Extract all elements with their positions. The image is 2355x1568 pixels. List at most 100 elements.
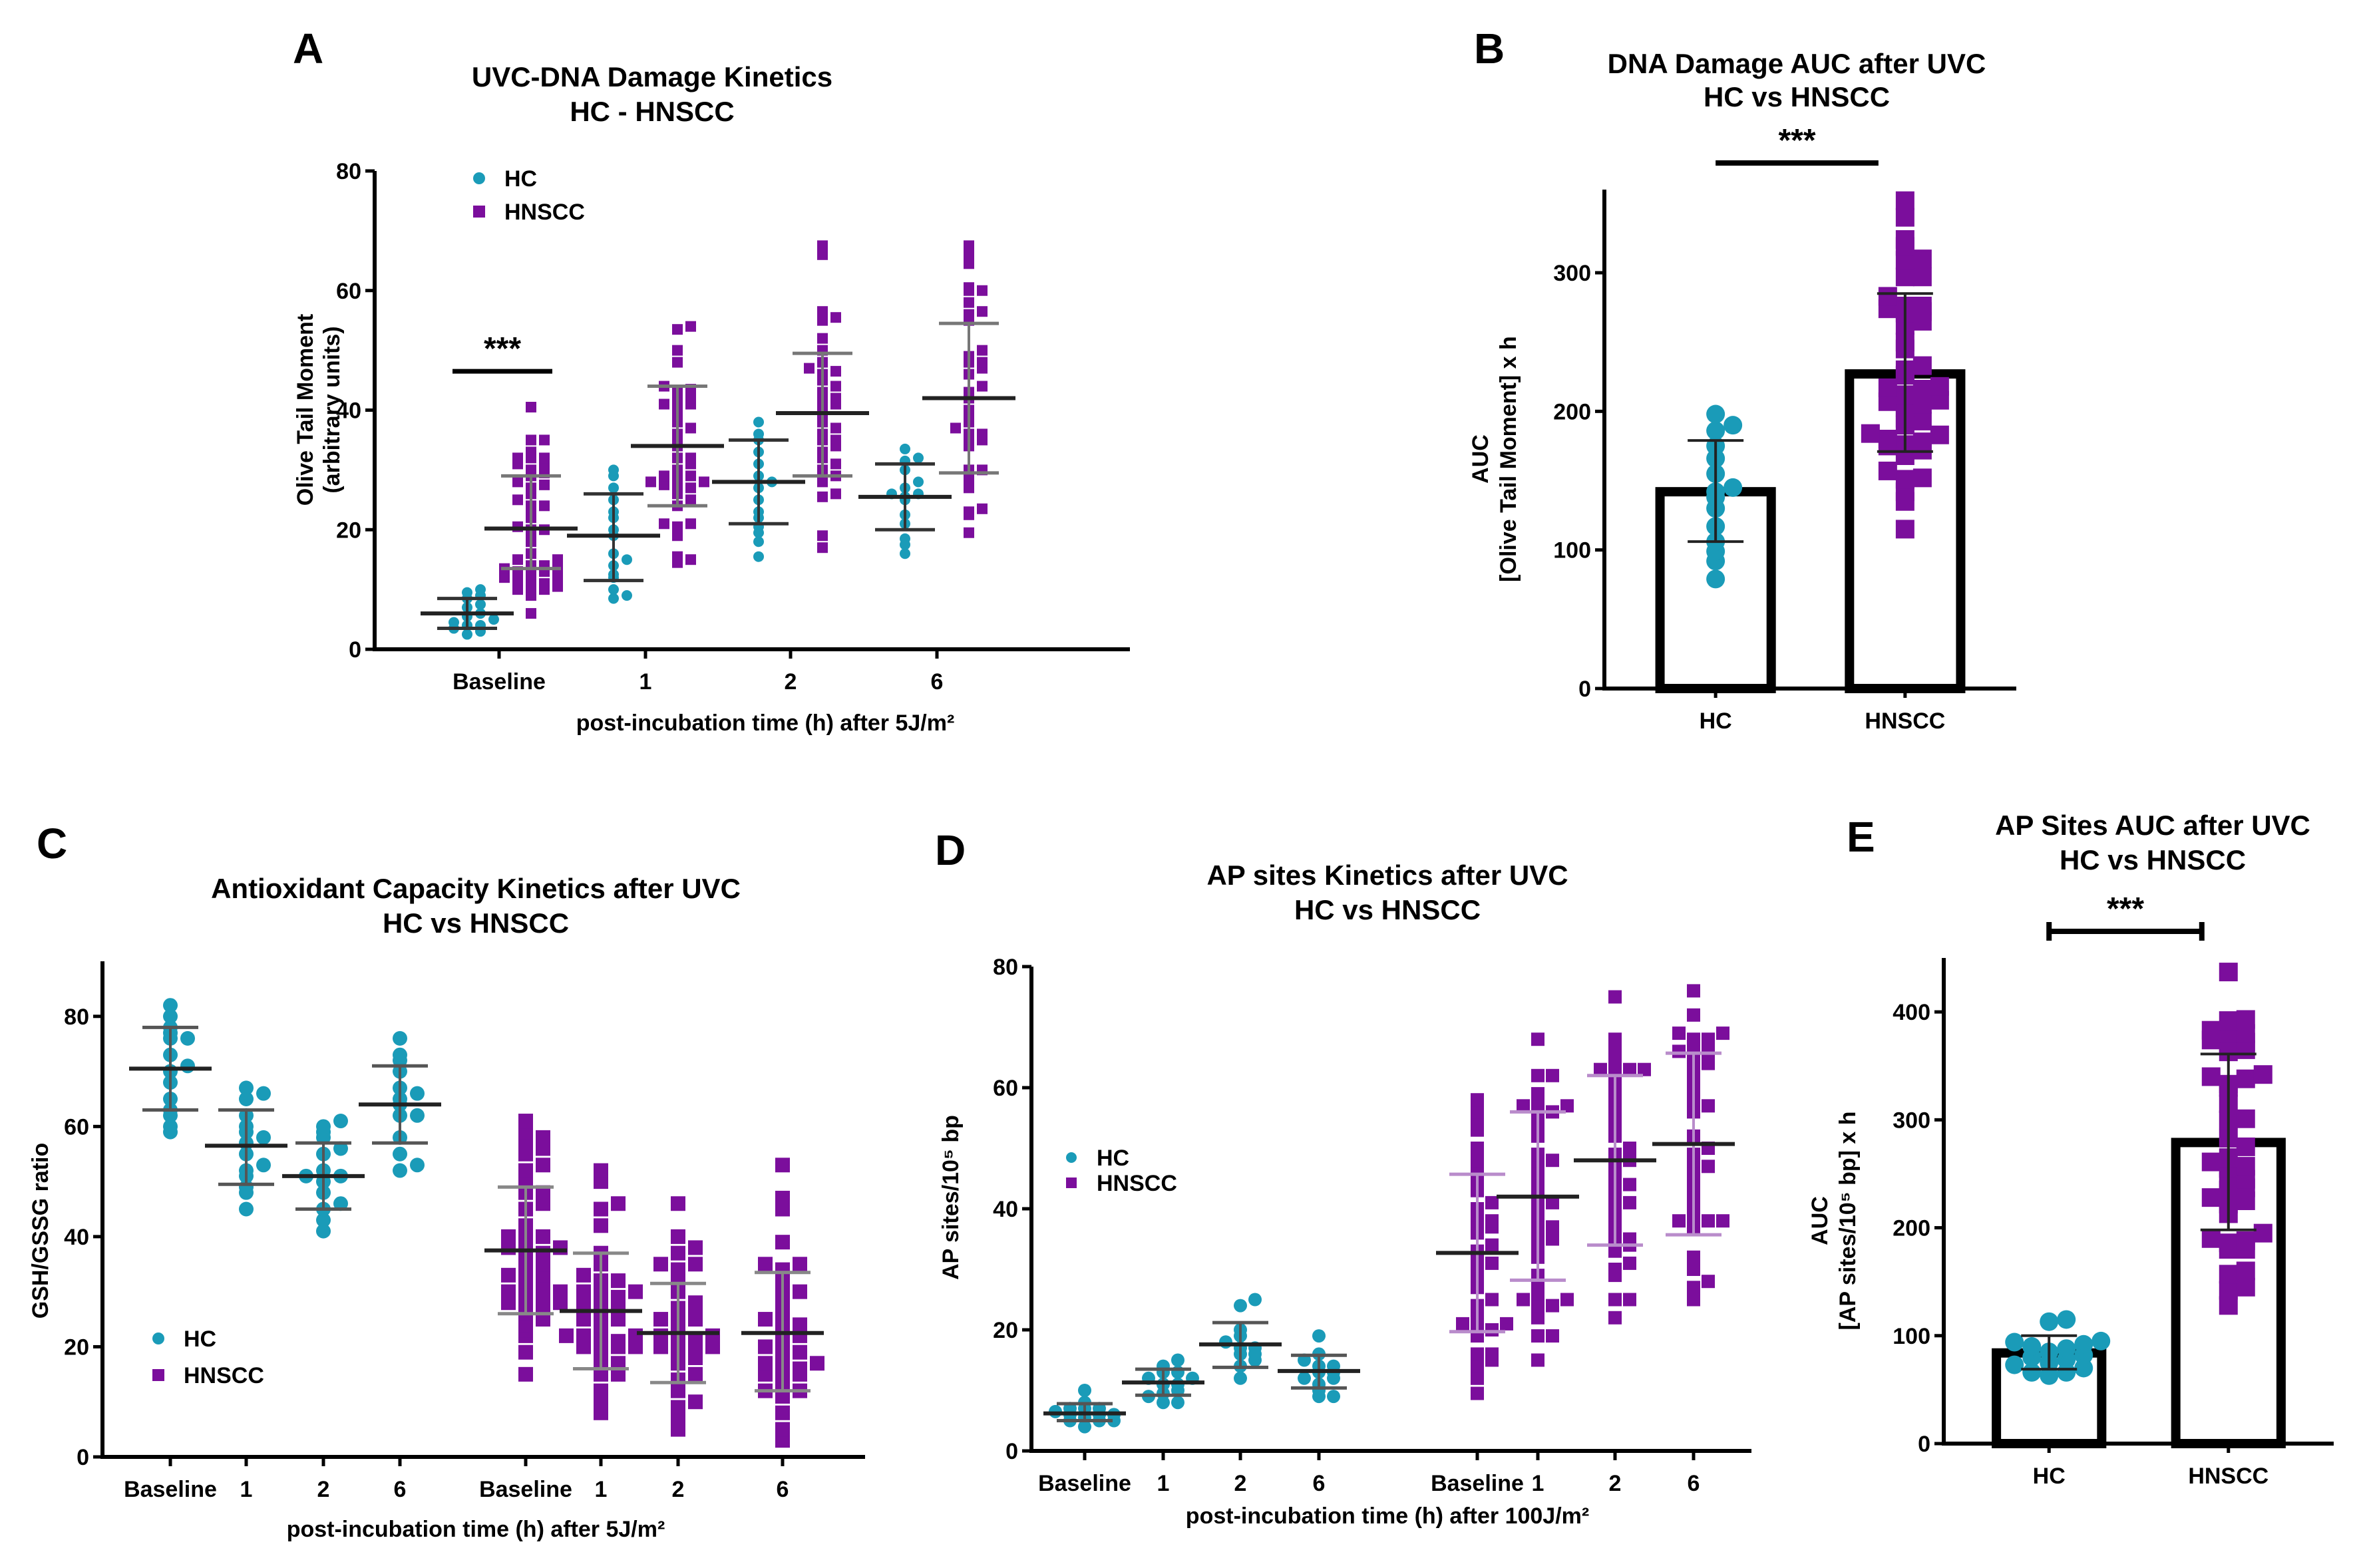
data-point-hc (1706, 404, 1725, 424)
x-tick-label: Baseline (453, 669, 546, 695)
data-point-hnscc (659, 518, 669, 530)
x-tick-label: 2 (1234, 1471, 1247, 1496)
data-point-hnscc (512, 575, 523, 586)
data-point-hnscc (671, 1422, 685, 1437)
data-point-hnscc (699, 476, 709, 488)
y-tick-label: 400 (1893, 1000, 1930, 1025)
data-point-hc (1078, 1384, 1091, 1397)
data-point-hc (900, 548, 910, 559)
data-point-hnscc (1531, 1287, 1544, 1301)
data-point-hnscc (671, 1262, 685, 1277)
panel-letter-a: A (293, 25, 323, 73)
data-point-hnscc (964, 473, 974, 484)
data-point-hc (393, 1163, 407, 1178)
y-tick-label: 300 (1893, 1108, 1930, 1133)
data-point-hnscc (611, 1356, 626, 1371)
x-tick-label: 6 (931, 669, 944, 695)
data-point-hc (180, 1058, 195, 1074)
data-point-hnscc (672, 530, 683, 542)
data-point-hc (163, 998, 178, 1013)
data-point-hnscc (830, 392, 841, 404)
legend-marker-hc (473, 172, 485, 184)
x-tick-label: 1 (595, 1477, 608, 1502)
data-point-hc (913, 452, 924, 464)
data-point-hnscc (594, 1383, 608, 1398)
data-point-hc (2040, 1366, 2059, 1385)
data-point-hc (333, 1196, 348, 1211)
data-point-hc (1219, 1335, 1232, 1349)
legend-label-hc: HC (184, 1327, 216, 1352)
data-point-hnscc (2236, 1231, 2255, 1251)
data-point-hnscc (2219, 1233, 2238, 1253)
data-point-hnscc (977, 357, 988, 368)
data-point-hnscc (526, 434, 536, 446)
data-point-hnscc (1485, 1293, 1499, 1307)
data-point-hnscc (758, 1257, 773, 1272)
data-point-hnscc (1672, 1026, 1686, 1040)
data-point-hnscc (539, 434, 550, 446)
data-point-hnscc (1531, 1329, 1544, 1343)
data-point-hnscc (1672, 1044, 1686, 1058)
data-point-hc (316, 1213, 331, 1228)
data-point-hc (180, 1030, 195, 1046)
panel-b-plot: 0 100 200 300 HC HNSCC *** AUC [Olive Tail Momen… (1468, 123, 2016, 734)
data-point-hnscc (685, 470, 696, 482)
data-point-hnscc (688, 1344, 703, 1360)
panel-b-title-line1: DNA Damage AUC after UVC (1608, 48, 1986, 79)
data-point-hnscc (1471, 1142, 1484, 1155)
data-point-hc (2005, 1355, 2024, 1374)
data-point-hc (1312, 1329, 1326, 1343)
data-point-hnscc (2219, 963, 2238, 982)
y-tick-label: 80 (64, 1005, 89, 1030)
data-point-hnscc (501, 1284, 516, 1299)
panel-d-title-line1: AP sites Kinetics after UVC (1206, 860, 1568, 891)
data-point-hnscc (1456, 1317, 1469, 1331)
data-point-hnscc (688, 1306, 703, 1321)
data-point-hnscc (685, 518, 696, 530)
data-point-hnscc (817, 240, 828, 251)
data-point-hnscc (758, 1366, 773, 1382)
data-point-hc (316, 1223, 331, 1239)
x-tick-label: 2 (785, 669, 797, 695)
data-point-hnscc (659, 479, 669, 490)
data-point-hnscc (594, 1218, 608, 1233)
data-point-hnscc (705, 1339, 720, 1354)
x-tick-label: 2 (672, 1477, 685, 1502)
data-point-hnscc (964, 249, 974, 260)
data-point-hnscc (775, 1388, 790, 1404)
data-point-hc (475, 599, 486, 610)
data-point-hc (410, 1108, 425, 1123)
data-point-hnscc (1716, 1026, 1729, 1040)
data-point-hnscc (576, 1339, 591, 1354)
y-axis-label: GSH/GSSG ratio (28, 1143, 53, 1319)
data-point-hnscc (628, 1284, 643, 1299)
data-point-hnscc (518, 1124, 533, 1140)
data-point-hnscc (1471, 1154, 1484, 1168)
data-point-hc (753, 428, 764, 440)
data-point-hnscc (1485, 1195, 1499, 1209)
data-point-hc (913, 476, 924, 488)
data-point-hnscc (1531, 1087, 1544, 1101)
data-point-hnscc (653, 1312, 668, 1327)
y-tick-label: 40 (993, 1197, 1018, 1222)
data-point-hnscc (1912, 356, 1932, 375)
data-point-hc (753, 551, 764, 562)
data-point-hc (900, 533, 910, 544)
data-point-hnscc (1485, 1347, 1499, 1361)
data-point-hnscc (1485, 1256, 1499, 1270)
data-point-hnscc (671, 1196, 685, 1211)
data-point-hc (608, 593, 619, 604)
y-tick-label: 200 (1553, 399, 1591, 424)
y-tick-label: 20 (993, 1318, 1018, 1343)
data-point-hc (1298, 1371, 1311, 1385)
data-point-hnscc (518, 1344, 533, 1360)
data-point-hc (1723, 416, 1743, 435)
data-point-hnscc (628, 1328, 643, 1343)
data-point-hnscc (964, 482, 974, 494)
data-point-hnscc (2201, 1067, 2221, 1086)
data-point-hnscc (1485, 1238, 1499, 1252)
data-point-hnscc (685, 554, 696, 565)
panel-c-title-line1: Antioxidant Capacity Kinetics after UVC (211, 873, 741, 904)
data-point-hnscc (2236, 1157, 2255, 1176)
data-point-hnscc (1608, 1263, 1622, 1276)
